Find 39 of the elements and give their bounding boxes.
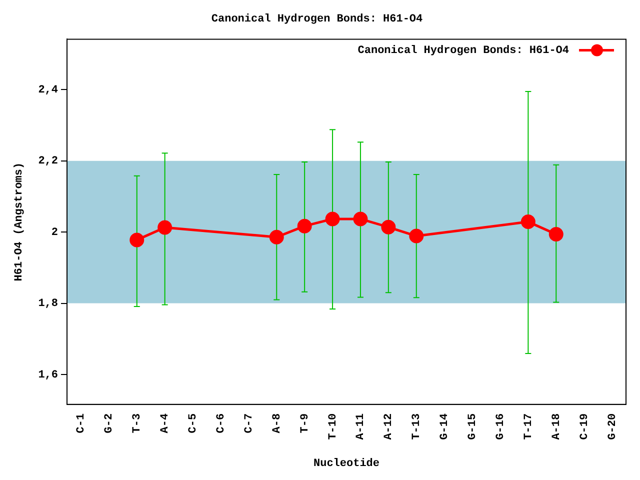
point <box>353 212 368 226</box>
x-tick-label: G-14 <box>439 413 452 440</box>
x-tick-label: C-19 <box>578 413 591 440</box>
point <box>269 230 284 244</box>
y-tick-label: 1,8 <box>38 298 58 310</box>
y-tick-label: 2,2 <box>38 156 58 168</box>
y-tick-label: 1,6 <box>38 369 58 382</box>
x-tick-label: C-5 <box>188 413 200 434</box>
x-tick-label: A-4 <box>160 413 172 434</box>
point <box>381 220 396 234</box>
x-tick-label: T-10 <box>327 413 340 440</box>
y-axis-title: H61-O4 (Angstroms) <box>13 162 26 282</box>
y-tick-label: 2 <box>51 226 58 239</box>
point <box>297 218 312 234</box>
x-tick-label: T-3 <box>132 413 144 434</box>
x-tick-label: C-1 <box>76 413 88 434</box>
x-tick-label: T-17 <box>522 413 535 440</box>
legend-label: Canonical Hydrogen Bonds: H61-O4 <box>358 44 570 57</box>
x-tick-label: A-18 <box>550 413 563 440</box>
x-tick-label: A-11 <box>355 413 368 440</box>
x-tick-label: G-2 <box>104 413 116 434</box>
x-tick-label: C-7 <box>243 413 256 434</box>
point <box>325 212 340 226</box>
point <box>158 220 172 235</box>
x-tick-label: T-13 <box>411 413 424 440</box>
x-axis-title: Nucleotide <box>313 458 380 470</box>
x-tick-label: T-9 <box>299 413 312 434</box>
x-tick-label: G-16 <box>494 413 507 440</box>
x-tick-label: A-8 <box>271 413 284 434</box>
y-tick-label: 2,4 <box>38 84 58 97</box>
point <box>409 228 424 244</box>
point <box>548 227 564 242</box>
point <box>130 232 144 248</box>
chart-title: Canonical Hydrogen Bonds: H61-O4 <box>211 13 424 26</box>
point <box>520 214 536 230</box>
x-tick-label: A-12 <box>383 413 396 440</box>
x-tick-label: G-20 <box>606 413 619 440</box>
x-tick-label: G-15 <box>467 413 480 440</box>
x-tick-label: C-6 <box>215 413 228 434</box>
